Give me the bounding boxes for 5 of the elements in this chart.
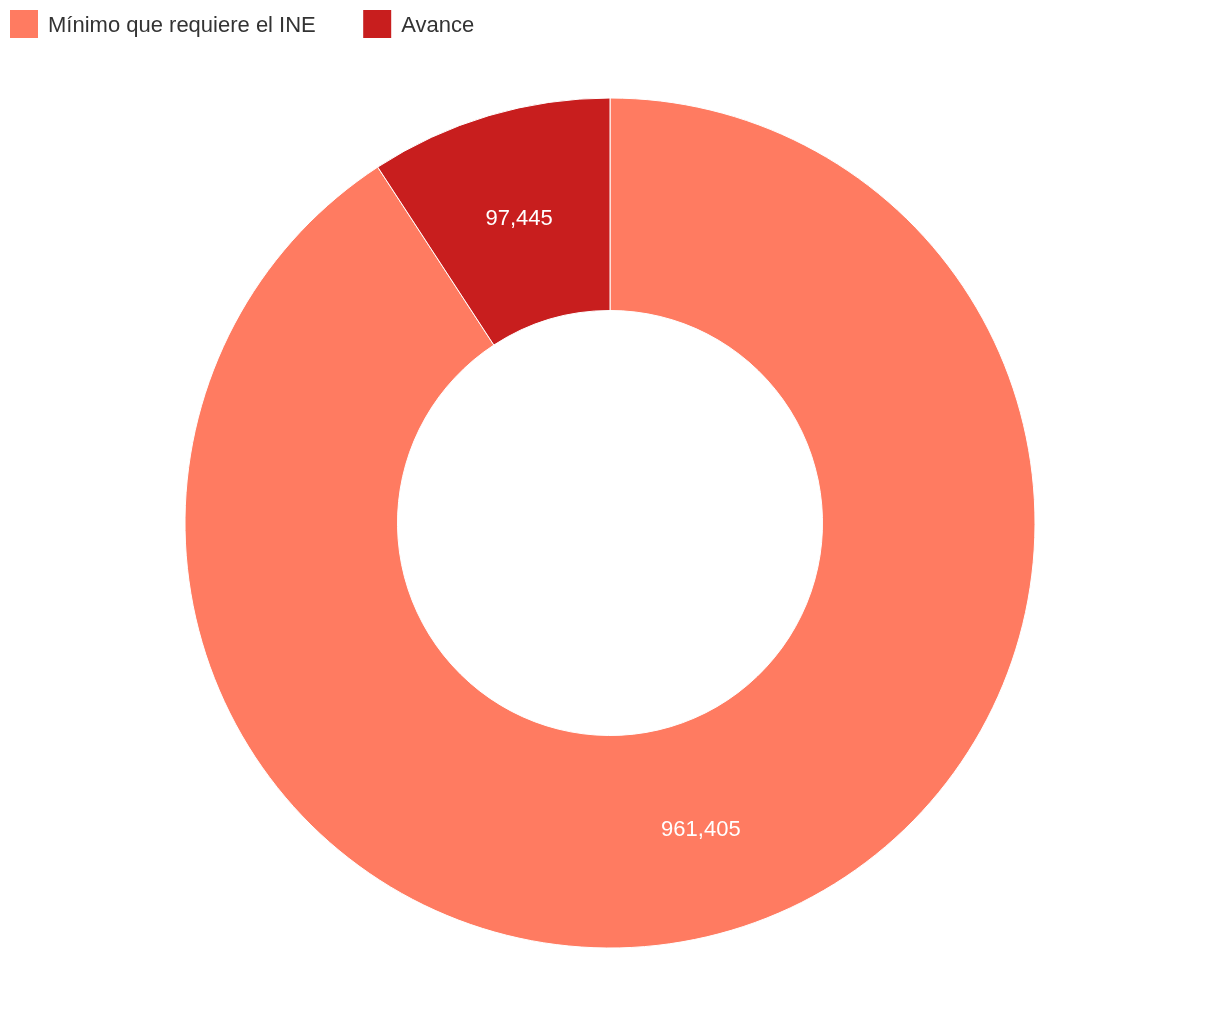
donut-slice — [184, 97, 1036, 949]
data-label: 97,445 — [485, 205, 553, 231]
legend-label: Avance — [401, 11, 475, 37]
legend-label: Mínimo que requiere el INE — [48, 11, 316, 37]
data-label: 961,405 — [661, 816, 741, 842]
